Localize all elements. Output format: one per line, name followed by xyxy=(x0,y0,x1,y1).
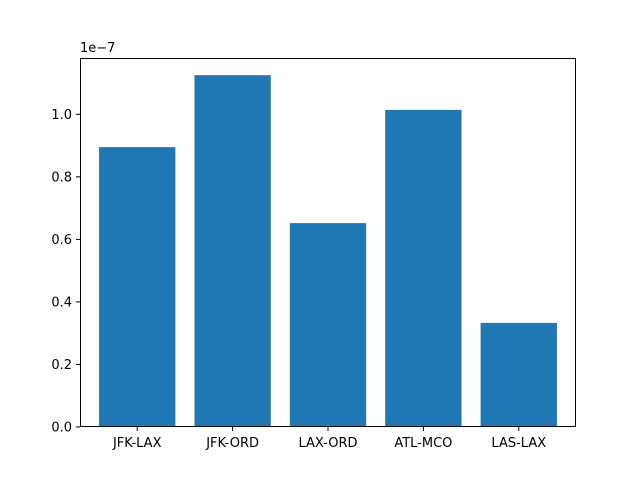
y-tick-label: 0.6 xyxy=(51,233,72,248)
x-tick-label: LAS-LAX xyxy=(491,436,546,451)
axes-frame xyxy=(80,58,576,427)
bars-group xyxy=(99,75,557,428)
bar-jfk-ord xyxy=(194,75,271,427)
x-axis-ticks: JFK-LAX JFK-ORD LAX-ORD ATL-MCO LAS-LAX xyxy=(112,427,546,451)
bar-las-lax xyxy=(480,322,557,427)
bar-lax-ord xyxy=(289,223,367,427)
x-tick-label: LAX-ORD xyxy=(298,436,357,451)
x-tick-label: ATL-MCO xyxy=(394,436,452,451)
y-tick-label: 1.0 xyxy=(51,108,72,123)
y-tick-label: 0.0 xyxy=(51,421,72,436)
y-axis-offset-label: 1e−7 xyxy=(80,41,115,56)
bar-atl-mco xyxy=(385,109,462,428)
y-tick-label: 0.8 xyxy=(51,170,72,185)
y-tick-label: 0.2 xyxy=(51,358,72,373)
bar-jfk-lax xyxy=(99,147,176,428)
y-tick-label: 0.4 xyxy=(51,295,72,310)
x-tick-label: JFK-LAX xyxy=(112,436,162,451)
x-tick-label: JFK-ORD xyxy=(205,436,259,451)
y-axis-ticks: 0.0 0.2 0.4 0.6 0.8 1.0 xyxy=(51,108,80,436)
